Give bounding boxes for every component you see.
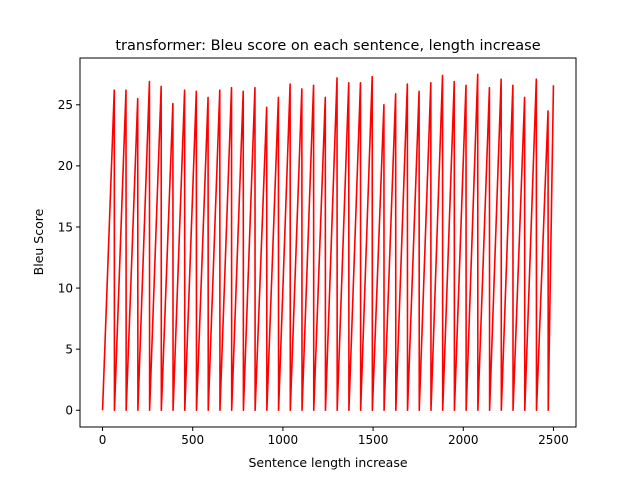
x-axis: 0 500 1000 1500 2000 2500 [99, 427, 569, 447]
plot-frame [79, 57, 577, 428]
x-tick-label: 2000 [448, 433, 479, 447]
y-axis-label: Bleu Score [31, 208, 46, 275]
y-tick-label: 25 [58, 98, 73, 112]
y-tick-label: 20 [58, 159, 73, 173]
x-tick-label: 1500 [358, 433, 389, 447]
y-tick-label: 10 [58, 281, 73, 295]
series-line-0 [101, 73, 555, 412]
x-tick-label: 0 [99, 433, 107, 447]
series-layer [101, 73, 555, 412]
y-tick-label: 15 [58, 220, 73, 234]
chart-title: transformer: Bleu score on each sentence… [115, 38, 540, 54]
x-axis-label: Sentence length increase [248, 455, 407, 470]
x-tick-label: 500 [181, 433, 204, 447]
x-tick-label: 2500 [538, 433, 569, 447]
y-tick-label: 0 [65, 404, 73, 418]
x-tick-label: 1000 [268, 433, 299, 447]
y-tick-label: 5 [65, 342, 73, 356]
y-axis: 0 5 10 15 20 25 [58, 98, 80, 418]
